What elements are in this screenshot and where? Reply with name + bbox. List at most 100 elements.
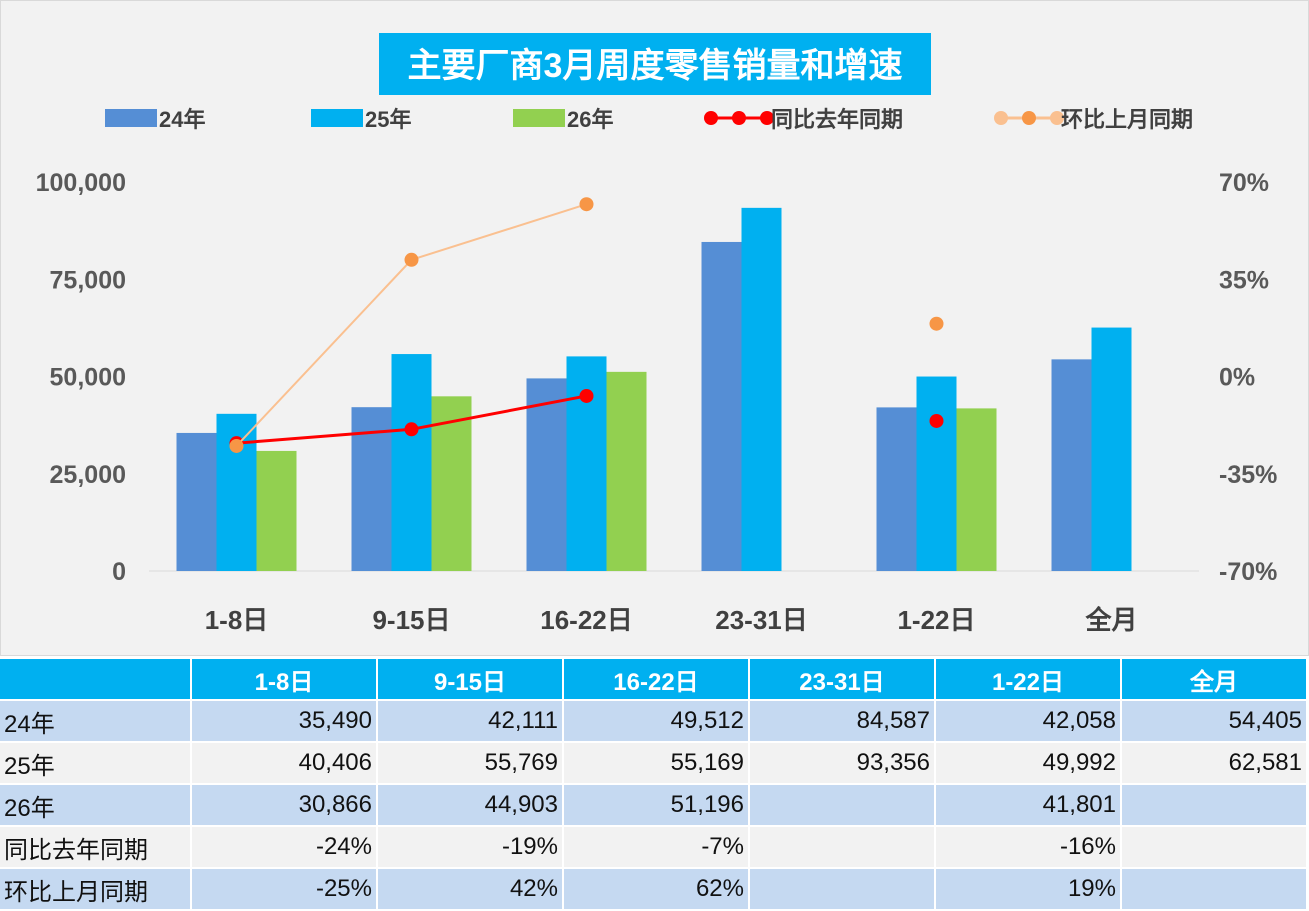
- table-cell: 41,801: [936, 785, 1120, 825]
- bar-25年: [741, 207, 782, 571]
- x-tick-label: 1-22日: [897, 605, 975, 635]
- table-cell: 42%: [378, 869, 562, 909]
- point-环比上月同期: [929, 316, 944, 331]
- legend-marker: [994, 111, 1008, 125]
- y-right-tick-label: -35%: [1219, 461, 1277, 489]
- table-header-row: 1-8日 9-15日 16-22日 23-31日 1-22日 全月: [0, 659, 1306, 699]
- table-header-cell: 1-22日: [936, 659, 1120, 699]
- y-left-tick-label: 0: [112, 558, 126, 586]
- legend-label: 同比去年同期: [771, 107, 903, 132]
- title-background: [379, 33, 931, 95]
- y-left-tick-label: 100,000: [36, 169, 126, 197]
- row-label: 环比上月同期: [0, 869, 190, 909]
- legend-marker: [1050, 111, 1064, 125]
- legend-swatch-26年: [513, 109, 565, 127]
- bar-24年: [876, 407, 917, 571]
- bar-24年: [176, 432, 217, 571]
- legend-label: 26年: [567, 107, 613, 132]
- y-left-tick-label: 75,000: [50, 266, 126, 294]
- point-同比去年同期: [929, 413, 944, 428]
- table-cell: -24%: [192, 827, 376, 867]
- legend-label: 24年: [159, 107, 205, 132]
- table-cell: [750, 869, 934, 909]
- table-row: 25年 40,406 55,769 55,169 93,356 49,992 62,581: [0, 743, 1306, 783]
- bar-25年: [1091, 327, 1132, 571]
- row-label: 24年: [0, 701, 190, 741]
- y-right-tick-label: 0%: [1219, 364, 1255, 392]
- table-cell: 49,512: [564, 701, 748, 741]
- table-header-cell: 23-31日: [750, 659, 934, 699]
- table-header-cell: [0, 659, 190, 699]
- table-cell: 40,406: [192, 743, 376, 783]
- table-cell: 44,903: [378, 785, 562, 825]
- table-cell: [1122, 827, 1306, 867]
- table-cell: -19%: [378, 827, 562, 867]
- bar-24年: [1051, 359, 1092, 571]
- bar-24年: [701, 241, 742, 571]
- table-cell: 30,866: [192, 785, 376, 825]
- row-label: 26年: [0, 785, 190, 825]
- y-left-tick-label: 50,000: [50, 364, 126, 392]
- legend-marker: [760, 111, 774, 125]
- table-header-cell: 9-15日: [378, 659, 562, 699]
- table-row: 24年 35,490 42,111 49,512 84,587 42,058 54,405: [0, 701, 1306, 741]
- table-cell: 19%: [936, 869, 1120, 909]
- table-cell: 51,196: [564, 785, 748, 825]
- table-cell: -16%: [936, 827, 1120, 867]
- axes: 0 25,000 50,000 75,000 100,000 -70% -35% 0% 35% 7…: [36, 169, 1278, 635]
- table-cell: [750, 827, 934, 867]
- point-同比去年同期: [579, 388, 594, 403]
- legend-marker: [1022, 111, 1036, 125]
- legend-swatch-25年: [311, 109, 363, 127]
- table-cell: 49,992: [936, 743, 1120, 783]
- bar-25年: [391, 354, 432, 571]
- x-tick-label: 23-31日: [715, 605, 808, 635]
- table-row: 同比去年同期 -24% -19% -7% -16%: [0, 827, 1306, 867]
- y-left-tick-label: 25,000: [50, 461, 126, 489]
- table-cell: 55,169: [564, 743, 748, 783]
- point-环比上月同期: [229, 438, 244, 453]
- bar-25年: [916, 376, 957, 571]
- x-tick-label: 9-15日: [372, 605, 450, 635]
- table-cell: [750, 785, 934, 825]
- x-tick-label: 16-22日: [540, 605, 633, 635]
- table-cell: 62,581: [1122, 743, 1306, 783]
- data-table: 1-8日 9-15日 16-22日 23-31日 1-22日 全月 24年 35,490 42,…: [0, 657, 1308, 911]
- table-cell: 55,769: [378, 743, 562, 783]
- chart-svg: 主要厂商3月周度零售销量和增速 24年 25年 26年 同比去年同期 环比上月同期 0 2…: [36, 33, 1278, 635]
- point-环比上月同期: [579, 197, 594, 212]
- table-header-cell: 1-8日: [192, 659, 376, 699]
- table-cell: 62%: [564, 869, 748, 909]
- table-cell: 54,405: [1122, 701, 1306, 741]
- y-right-tick-label: 35%: [1219, 266, 1269, 294]
- table-cell: 84,587: [750, 701, 934, 741]
- y-right-tick-label: 70%: [1219, 169, 1269, 197]
- legend: 24年 25年 26年 同比去年同期 环比上月同期: [105, 107, 1193, 132]
- table-cell: [1122, 869, 1306, 909]
- chart-area: 主要厂商3月周度零售销量和增速 24年 25年 26年 同比去年同期 环比上月同期 0 2…: [0, 0, 1309, 656]
- table-header-cell: 16-22日: [564, 659, 748, 699]
- table-cell: -25%: [192, 869, 376, 909]
- legend-label: 环比上月同期: [1061, 107, 1193, 132]
- table-cell: 42,111: [378, 701, 562, 741]
- bar-26年: [256, 450, 297, 571]
- y-right-tick-label: -70%: [1219, 558, 1277, 586]
- bar-26年: [956, 408, 997, 571]
- bar-24年: [526, 378, 567, 571]
- table-cell: 93,356: [750, 743, 934, 783]
- row-label: 25年: [0, 743, 190, 783]
- x-tick-label: 全月: [1084, 605, 1137, 635]
- point-同比去年同期: [404, 422, 419, 437]
- x-tick-label: 1-8日: [205, 605, 269, 635]
- bar-25年: [566, 356, 607, 571]
- table-row: 26年 30,866 44,903 51,196 41,801: [0, 785, 1306, 825]
- table-header-cell: 全月: [1122, 659, 1306, 699]
- bar-26年: [606, 371, 647, 571]
- legend-swatch-24年: [105, 109, 157, 127]
- point-环比上月同期: [404, 252, 419, 267]
- legend-label: 25年: [365, 107, 411, 132]
- table-cell: [1122, 785, 1306, 825]
- table-row: 环比上月同期 -25% 42% 62% 19%: [0, 869, 1306, 909]
- table-cell: 35,490: [192, 701, 376, 741]
- table-cell: -7%: [564, 827, 748, 867]
